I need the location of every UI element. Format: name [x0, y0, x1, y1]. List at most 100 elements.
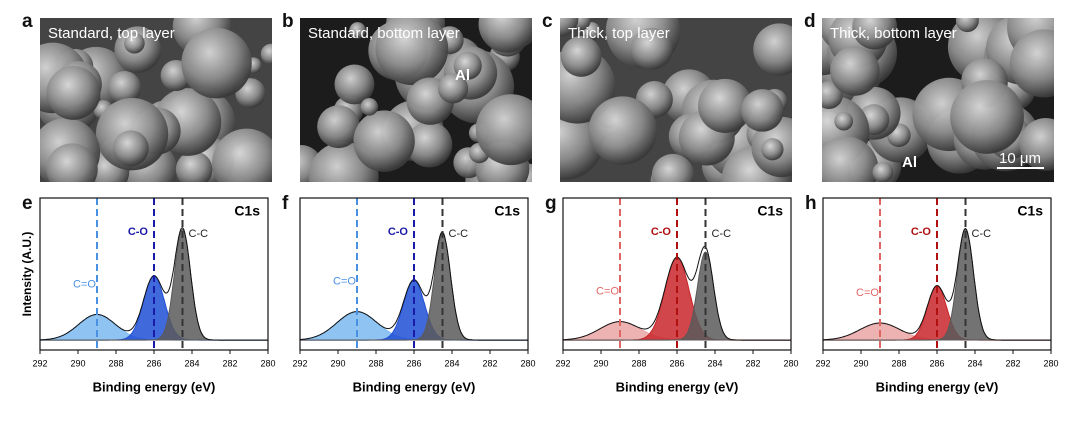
chart-title: C1s: [234, 203, 260, 219]
x-tick-label: 286: [406, 358, 421, 368]
sem-image: [300, 18, 532, 182]
x-tick-label: 282: [1005, 358, 1020, 368]
x-tick-label: 286: [669, 358, 684, 368]
x-tick-label: 286: [929, 358, 944, 368]
scale-label: 10 μm: [999, 150, 1041, 167]
x-tick-label: 284: [707, 358, 722, 368]
x-tick-label: 280: [783, 358, 798, 368]
particle: [852, 18, 898, 50]
x-tick-label: 292: [32, 358, 47, 368]
particle: [406, 121, 453, 168]
particles: [300, 18, 532, 182]
x-axis-label: Binding energy (eV): [93, 379, 216, 394]
peak-label: C-O: [128, 226, 149, 238]
particle: [334, 64, 375, 105]
particle: [46, 65, 101, 120]
particle: [437, 73, 469, 104]
chart-title: C1s: [757, 203, 783, 219]
particle: [453, 51, 482, 80]
particle: [212, 128, 272, 182]
x-tick-label: 290: [330, 358, 345, 368]
peak-label: C-O: [911, 226, 932, 238]
x-axis-label: Binding energy (eV): [876, 379, 999, 394]
x-tick-label: 280: [260, 358, 275, 368]
particle: [834, 111, 854, 131]
x-tick-label: 282: [482, 358, 497, 368]
image-caption: Standard, bottom layer: [308, 25, 460, 42]
panel-letter: g: [545, 193, 557, 214]
particle: [560, 36, 602, 77]
chart-title: C1s: [494, 203, 520, 219]
panel-letter: e: [22, 193, 33, 214]
x-axis-label: Binding energy (eV): [353, 379, 476, 394]
particle: [560, 18, 579, 37]
particle: [112, 130, 149, 167]
x-tick-label: 286: [146, 358, 161, 368]
image-caption: Thick, top layer: [568, 25, 670, 42]
x-tick-label: 284: [184, 358, 199, 368]
x-tick-label: 290: [853, 358, 868, 368]
x-axis-label: Binding energy (eV): [616, 379, 739, 394]
x-tick-label: 292: [815, 358, 830, 368]
peak-label: C=O: [73, 278, 96, 290]
x-tick-label: 290: [593, 358, 608, 368]
particle: [753, 23, 792, 76]
sem-image: [560, 18, 792, 182]
particle: [175, 151, 213, 182]
chart-title: C1s: [1017, 203, 1043, 219]
sem-image: [40, 18, 272, 182]
peak-label: C=O: [596, 285, 619, 297]
envelope: [823, 227, 1051, 341]
particle: [360, 98, 379, 116]
image-note: Al: [902, 154, 917, 171]
panel-letter: h: [805, 193, 817, 214]
x-tick-label: 284: [444, 358, 459, 368]
particle: [588, 96, 657, 165]
x-tick-label: 288: [891, 358, 906, 368]
x-tick-label: 288: [368, 358, 383, 368]
particle: [741, 89, 784, 132]
particle: [475, 94, 532, 166]
y-axis-label: Intensity (A.U.): [20, 232, 34, 317]
particle: [630, 27, 673, 70]
particle: [181, 27, 252, 99]
image-caption: Thick, bottom layer: [830, 25, 957, 42]
panel-letter: f: [282, 193, 289, 214]
image-note: Al: [455, 67, 470, 84]
particle: [761, 138, 784, 161]
x-tick-label: 292: [292, 358, 307, 368]
particle: [651, 153, 695, 182]
particle: [950, 80, 1024, 154]
peak-label: C-C: [972, 228, 992, 240]
particle: [698, 78, 753, 133]
particle: [478, 18, 532, 53]
x-tick-label: 282: [745, 358, 760, 368]
particle: [872, 161, 894, 182]
particle: [108, 71, 142, 105]
panel-letter: b: [282, 11, 294, 32]
peak-label: C=O: [333, 276, 356, 288]
particle: [830, 46, 880, 96]
particle: [349, 22, 366, 39]
particles: [822, 18, 1054, 182]
x-tick-label: 280: [1043, 358, 1058, 368]
x-tick-label: 284: [967, 358, 982, 368]
image-caption: Standard, top layer: [48, 25, 175, 42]
particle: [353, 110, 415, 172]
peak-label: C-C: [449, 228, 469, 240]
particles: [560, 18, 792, 182]
particle: [375, 18, 449, 86]
peak-label: C-O: [388, 226, 409, 238]
peak-label: C-O: [651, 226, 672, 238]
particle: [124, 32, 145, 54]
panel-letter: d: [804, 11, 816, 32]
particle: [955, 18, 979, 33]
particle: [1019, 117, 1054, 171]
particle: [1009, 29, 1054, 98]
x-tick-label: 292: [555, 358, 570, 368]
sem-image: [822, 18, 1054, 182]
particle: [46, 143, 98, 182]
peak-label: C=O: [856, 287, 879, 299]
x-tick-label: 288: [108, 358, 123, 368]
